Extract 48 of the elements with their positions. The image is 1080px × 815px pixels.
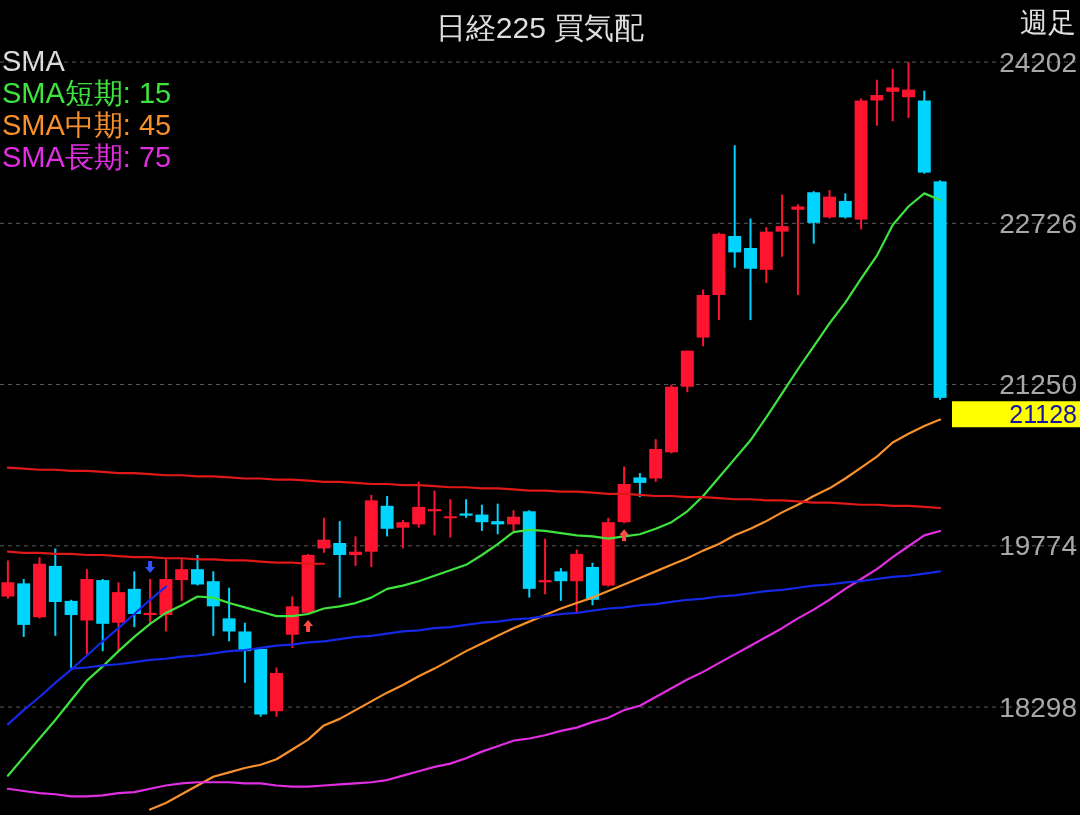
candlestick [538,537,552,596]
candlestick [64,598,78,670]
line-series [149,418,942,811]
candlestick [222,586,236,643]
candlestick [633,472,647,499]
candlestick [886,67,900,123]
candlestick [412,480,426,529]
candlestick [349,535,362,567]
candlestick [507,509,520,532]
legend-title: SMA [2,45,66,77]
candlestick [396,519,410,550]
candlestick [791,203,805,296]
chart-title: 日経225 買気配 [435,11,645,44]
line-series [6,529,942,798]
text: SMA短期: 15 [2,77,172,109]
line-series [6,466,942,510]
candlestick [744,217,757,322]
candlestick [1,559,15,600]
candlestick [475,503,489,532]
candlestick [428,489,441,537]
candlestick [443,498,457,539]
line-series [6,192,942,777]
text: SMA中期: 45 [2,109,172,141]
candlestick [902,61,915,119]
text: 週足 [1020,7,1076,38]
candlestick [870,78,884,127]
line-series [6,550,325,565]
candlestick [317,516,331,554]
text: SMA長期: 75 [2,141,172,173]
y-tick-label: 18298 [999,691,1077,723]
candlestick [775,193,789,258]
y-tick-label: 22726 [999,207,1077,239]
candlestick [380,494,394,538]
candlestick [333,520,347,599]
y-tick-label: 21250 [999,369,1077,401]
candlestick [175,557,189,602]
candlestick [459,498,473,519]
candlestick [554,567,568,602]
candlestick [728,144,742,269]
candlestick [838,192,852,220]
candlestick [491,502,505,536]
candlestick [823,189,836,220]
candlestick [143,578,157,625]
y-tick-label: 19774 [999,530,1077,562]
y-tick-label: 24202 [999,46,1077,78]
candlestick [191,553,204,587]
text: 21128 [1009,400,1077,429]
candlestick [238,621,252,684]
